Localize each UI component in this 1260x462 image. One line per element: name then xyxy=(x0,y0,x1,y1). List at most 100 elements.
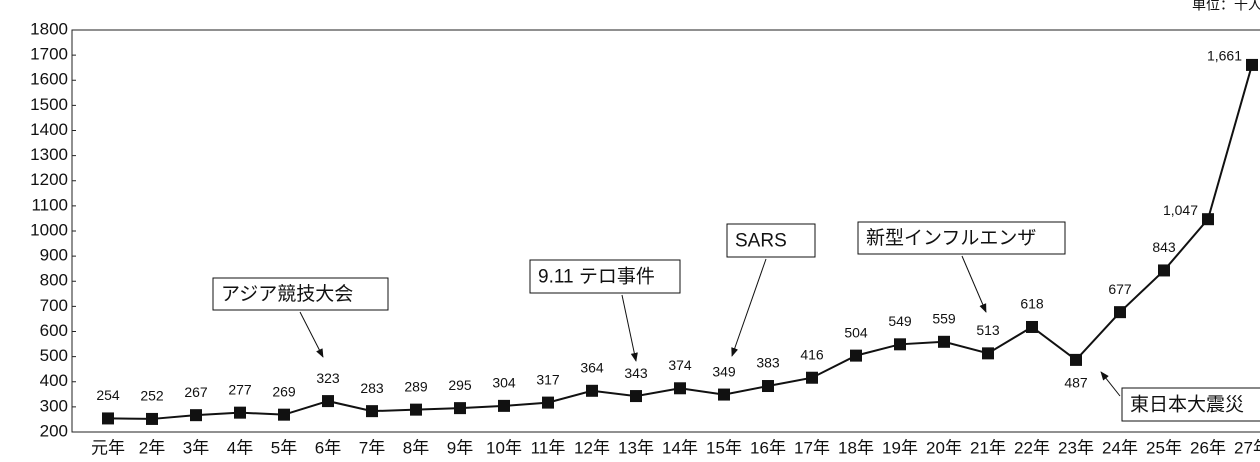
annotation-box xyxy=(212,277,389,311)
y-tick-label: 1700 xyxy=(30,45,68,64)
value-label: 1,047 xyxy=(1163,202,1198,218)
x-tick-label: 2年 xyxy=(139,438,165,457)
annotation: 新型インフルエンザ xyxy=(866,227,1036,249)
annotation: 東日本大震災 xyxy=(1130,394,1244,416)
x-tick-label: 22年 xyxy=(1014,438,1050,457)
value-label: 416 xyxy=(800,346,824,362)
annotation: 9.11 テロ事件 xyxy=(538,266,655,288)
value-label: 304 xyxy=(492,375,516,391)
y-tick-label: 1300 xyxy=(30,145,68,164)
value-label: 549 xyxy=(888,313,912,329)
x-tick-label: 18年 xyxy=(838,438,874,457)
y-tick-label: 1400 xyxy=(30,120,68,139)
marker xyxy=(674,382,686,395)
value-label: 277 xyxy=(228,381,252,397)
marker xyxy=(982,347,994,360)
x-tick-label: 27年 xyxy=(1234,438,1260,457)
x-tick-label: 5年 xyxy=(271,438,297,457)
y-tick-label: 1500 xyxy=(30,95,68,114)
value-label: 504 xyxy=(844,324,868,340)
value-label: 364 xyxy=(580,359,604,375)
annotation-box xyxy=(857,221,1066,255)
marker xyxy=(542,396,554,409)
marker xyxy=(850,349,862,362)
marker xyxy=(498,399,510,412)
x-tick-label: 25年 xyxy=(1146,438,1182,457)
x-tick-label: 20年 xyxy=(926,438,962,457)
y-tick-label: 1100 xyxy=(31,195,68,214)
x-tick-label: 7年 xyxy=(359,438,385,457)
x-tick-label: 24年 xyxy=(1102,438,1138,457)
x-tick-label: 10年 xyxy=(486,438,522,457)
y-tick-label: 500 xyxy=(40,346,68,365)
value-label: 513 xyxy=(976,322,1000,338)
y-tick-label: 300 xyxy=(40,396,68,415)
annotation-arrow xyxy=(731,258,767,357)
annotation-arrow xyxy=(1100,371,1121,397)
marker xyxy=(278,408,290,421)
value-label: 323 xyxy=(316,370,340,386)
annotation-box xyxy=(1121,387,1260,422)
value-label: 343 xyxy=(624,365,648,381)
marker xyxy=(1026,320,1038,333)
value-label: 559 xyxy=(932,311,956,327)
y-tick-label: 700 xyxy=(40,296,68,315)
y-tick-label: 600 xyxy=(40,321,68,340)
marker xyxy=(410,403,422,416)
x-tick-label: 15年 xyxy=(706,438,742,457)
y-tick-label: 400 xyxy=(40,371,68,390)
marker xyxy=(190,409,202,422)
y-tick-label: 800 xyxy=(40,271,68,290)
annotation-arrow xyxy=(621,294,638,362)
x-tick-label: 16年 xyxy=(750,438,786,457)
y-tick-label: 1200 xyxy=(30,170,68,189)
marker xyxy=(938,335,950,348)
marker xyxy=(630,390,642,403)
marker xyxy=(234,406,246,419)
marker xyxy=(806,371,818,384)
marker xyxy=(322,395,334,408)
annotation: アジア競技大会 xyxy=(221,283,353,305)
value-label: 677 xyxy=(1108,281,1132,297)
value-label: 252 xyxy=(140,388,164,404)
x-tick-label: 6年 xyxy=(315,438,341,457)
value-label: 283 xyxy=(360,380,384,396)
x-tick-label: 11年 xyxy=(531,438,566,457)
y-tick-label: 1800 xyxy=(30,19,68,38)
y-tick-label: 900 xyxy=(40,246,68,265)
marker xyxy=(894,338,906,351)
marker xyxy=(1158,264,1170,277)
y-tick-label: 200 xyxy=(40,421,68,440)
x-tick-label: 元年 xyxy=(91,438,125,457)
annotation: SARS xyxy=(735,231,787,252)
x-tick-label: 26年 xyxy=(1190,438,1226,457)
value-label: 289 xyxy=(404,378,428,394)
value-label: 295 xyxy=(448,377,472,393)
plot-frame xyxy=(71,29,1260,433)
value-label: 1,661 xyxy=(1207,48,1242,64)
y-tick-label: 1600 xyxy=(30,70,68,89)
x-tick-label: 21年 xyxy=(970,438,1006,457)
marker xyxy=(718,388,730,401)
annotation-arrow xyxy=(961,255,987,313)
x-tick-label: 17年 xyxy=(794,438,830,457)
x-tick-label: 19年 xyxy=(882,438,918,457)
marker xyxy=(454,402,466,415)
value-label: 349 xyxy=(712,363,736,379)
value-label: 383 xyxy=(756,355,780,371)
marker xyxy=(1114,306,1126,319)
x-tick-label: 23年 xyxy=(1058,438,1094,457)
marker xyxy=(1246,58,1258,71)
annotation-box xyxy=(726,223,816,258)
marker xyxy=(1070,353,1082,366)
marker xyxy=(146,412,158,425)
annotation-arrow xyxy=(299,311,324,358)
y-tick-label: 1000 xyxy=(30,220,68,239)
marker xyxy=(586,384,598,397)
unit-label: 単位：千人 xyxy=(1192,0,1260,13)
x-tick-label: 9年 xyxy=(447,438,473,457)
value-label: 487 xyxy=(1064,375,1088,391)
value-label: 317 xyxy=(536,371,560,387)
value-label: 267 xyxy=(184,384,208,400)
